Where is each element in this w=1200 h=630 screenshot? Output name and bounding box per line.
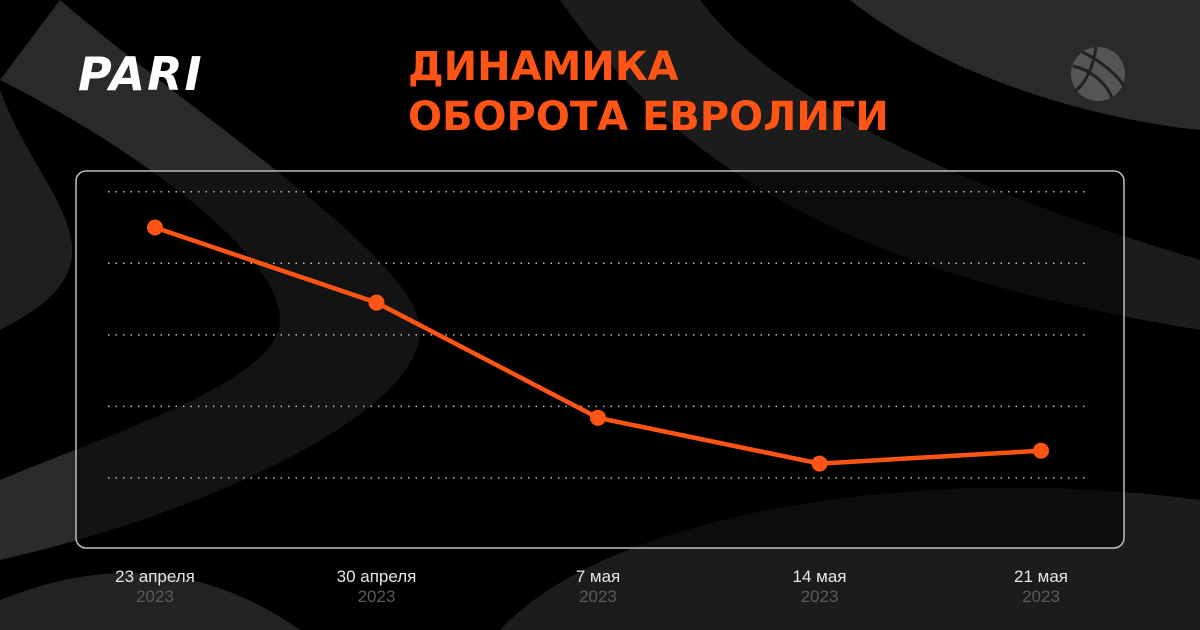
logo: PARI xyxy=(78,47,204,101)
x-tick-label: 23 апреля xyxy=(115,567,195,586)
plot-area xyxy=(75,170,1125,549)
x-tick-year: 2023 xyxy=(1022,587,1060,606)
chart-title: ОБОРОТА ЕВРОЛИГИ xyxy=(408,94,889,140)
point xyxy=(1033,442,1049,459)
x-tick-year: 2023 xyxy=(579,587,617,606)
x-tick-label: 14 мая xyxy=(793,567,847,586)
x-tick-year: 2023 xyxy=(801,587,839,606)
x-tick-label: 7 мая xyxy=(576,567,621,586)
euroleague-logo xyxy=(1071,46,1126,101)
point xyxy=(368,294,385,311)
chart-title: ДИНАМИКА xyxy=(408,44,679,90)
point xyxy=(590,409,606,426)
x-tick-label: 21 мая xyxy=(1014,567,1068,586)
x-tick-label: 30 апреля xyxy=(337,567,417,586)
point xyxy=(811,455,828,472)
x-tick-year: 2023 xyxy=(136,587,174,606)
x-tick-year: 2023 xyxy=(358,587,396,606)
point xyxy=(147,219,163,236)
